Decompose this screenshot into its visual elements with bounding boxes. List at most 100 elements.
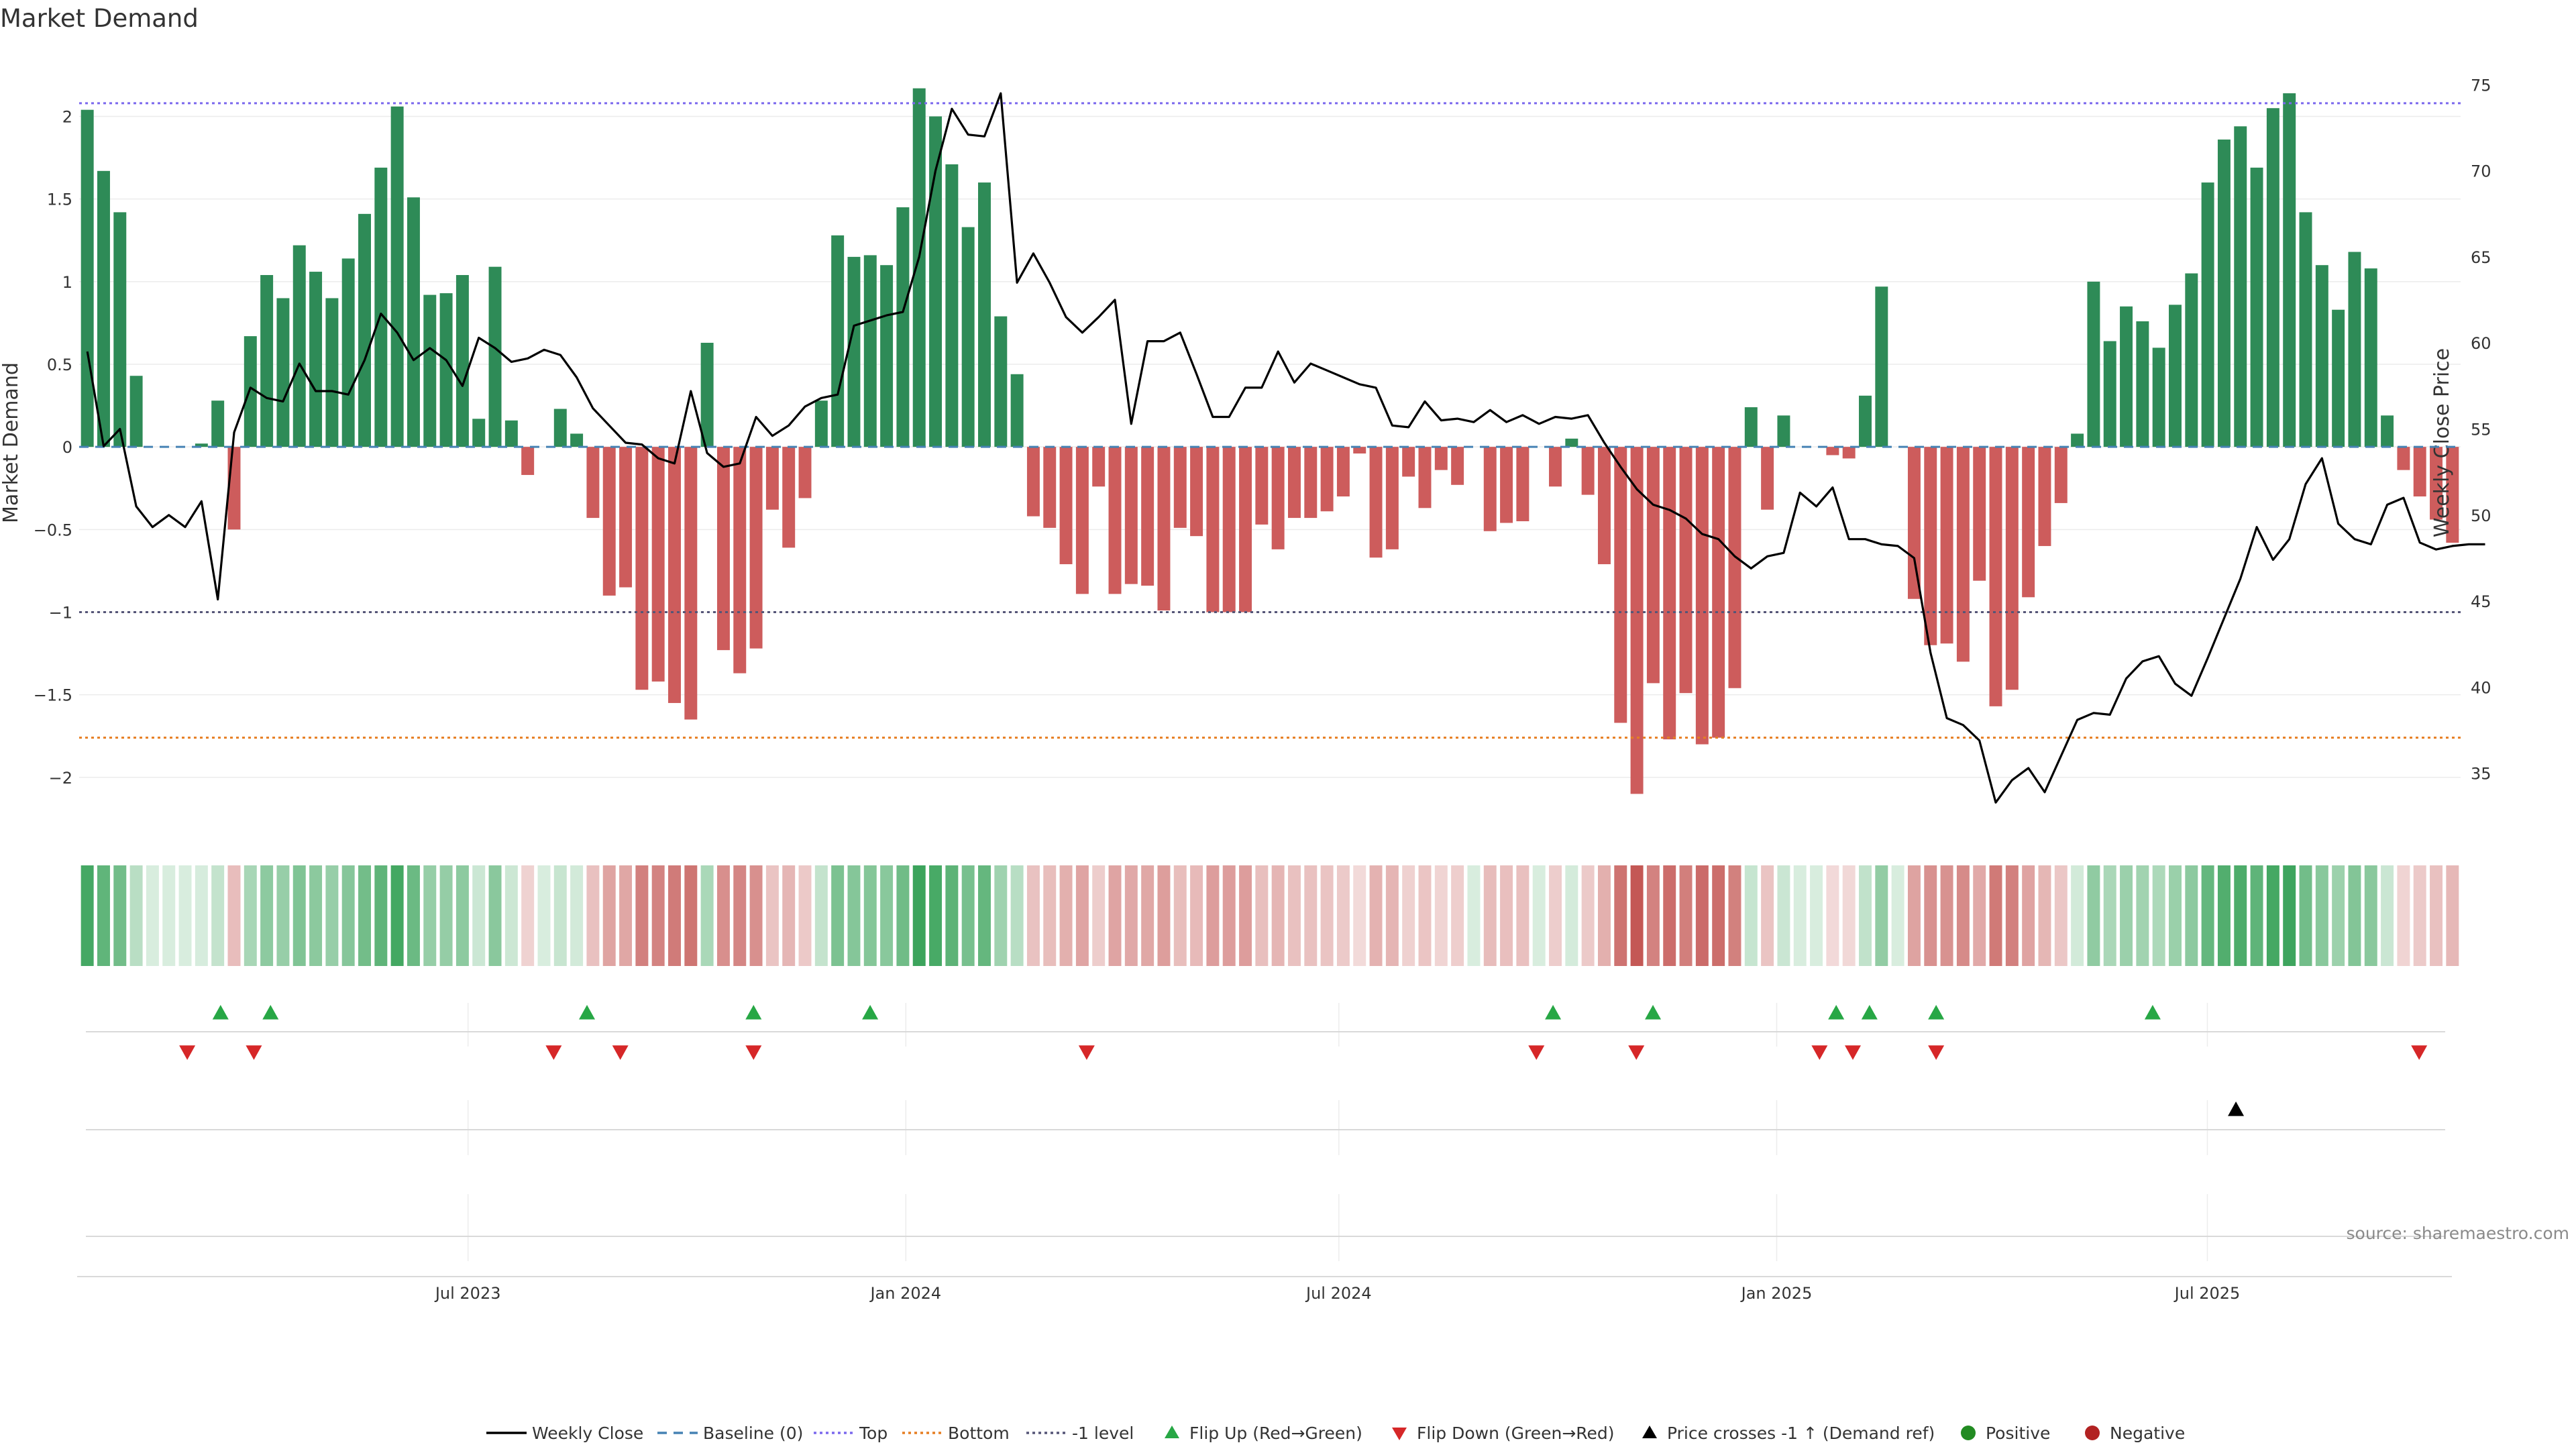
heat-strip-cell — [1157, 865, 1171, 966]
heat-strip-cell — [1973, 865, 1986, 966]
heat-strip-cell — [2266, 865, 2279, 966]
demand-bar — [586, 447, 600, 519]
heat-strip-cell — [733, 865, 747, 966]
legend-label: Positive — [1986, 1424, 2050, 1443]
y-tick-label: −0.5 — [34, 521, 72, 539]
demand-bar — [390, 106, 404, 447]
demand-heat-strip — [80, 865, 2459, 966]
heat-strip-cell — [2005, 865, 2019, 966]
heat-strip-cell — [1728, 865, 1741, 966]
heat-strip-cell — [978, 865, 991, 966]
demand-bar — [2054, 447, 2068, 503]
flip-up-marker — [212, 1005, 229, 1020]
heat-strip-cell — [798, 865, 812, 966]
heat-strip-cell — [2397, 865, 2410, 966]
heat-strip-cell — [1695, 865, 1709, 966]
demand-bar — [113, 212, 127, 447]
demand-bar — [1614, 447, 1627, 723]
heat-strip-cell — [1402, 865, 1415, 966]
heat-strip-cell — [2038, 865, 2051, 966]
heat-strip-cell — [1239, 865, 1252, 966]
demand-bar — [1059, 447, 1073, 565]
heat-strip-cell — [553, 865, 567, 966]
demand-bar — [1630, 447, 1644, 794]
demand-bar — [521, 447, 535, 476]
demand-bar — [1108, 447, 1122, 594]
heat-strip-cell — [1549, 865, 1562, 966]
demand-bar — [1597, 447, 1611, 565]
demand-bar — [961, 227, 975, 447]
heat-strip-cell — [1451, 865, 1464, 966]
heat-strip-cell — [2087, 865, 2100, 966]
demand-bar — [1418, 447, 1432, 508]
demand-bar — [553, 409, 567, 447]
demand-bar — [602, 447, 616, 596]
demand-bar — [1777, 415, 1790, 447]
heat-strip-cell — [1075, 865, 1089, 966]
heat-strip-cell — [1467, 865, 1481, 966]
heat-strip-cell — [619, 865, 633, 966]
demand-bar — [1646, 447, 1660, 684]
heat-strip-cell — [1206, 865, 1220, 966]
flip-up-marker — [1828, 1005, 1845, 1020]
heat-strip-cell — [847, 865, 861, 966]
demand-bar — [2005, 447, 2019, 690]
y-tick-label: 1 — [62, 273, 72, 292]
heat-strip-cell — [1369, 865, 1383, 966]
heat-strip-cell — [2430, 865, 2443, 966]
heat-strip-cell — [651, 865, 665, 966]
demand-bar — [472, 419, 486, 447]
demand-bar — [2332, 309, 2345, 447]
demand-bar — [1924, 447, 1937, 645]
heat-strip-cell — [945, 865, 959, 966]
demand-bar — [1500, 447, 1513, 523]
demand-bar — [716, 447, 730, 651]
demand-bar — [700, 342, 714, 447]
heat-strip-cell — [407, 865, 420, 966]
demand-bar — [1695, 447, 1709, 745]
legend-label: Flip Down (Green→Red) — [1417, 1424, 1615, 1443]
heat-strip-cell — [1940, 865, 1953, 966]
demand-bar — [2430, 447, 2443, 520]
heat-strip-cell — [2071, 865, 2084, 966]
heat-strip-cell — [684, 865, 698, 966]
demand-bar — [195, 443, 208, 447]
demand-bar — [831, 235, 845, 447]
heat-strip-cell — [1092, 865, 1106, 966]
heat-strip-cell — [374, 865, 388, 966]
demand-bar — [2446, 447, 2459, 543]
heat-strip-cell — [2234, 865, 2247, 966]
heat-strip-cell — [1581, 865, 1595, 966]
demand-bar — [2364, 268, 2377, 447]
legend-swatch — [2085, 1426, 2100, 1440]
heat-strip-cell — [1614, 865, 1627, 966]
heat-strip-cell — [1010, 865, 1024, 966]
legend-label: -1 level — [1072, 1424, 1134, 1443]
heat-strip-cell — [113, 865, 127, 966]
heat-strip-cell — [1108, 865, 1122, 966]
heat-strip-cell — [2250, 865, 2263, 966]
demand-bar — [2022, 447, 2035, 598]
demand-bar — [276, 298, 290, 447]
heat-strip-cell — [537, 865, 551, 966]
demand-bar — [1026, 447, 1040, 517]
heat-strip-cell — [863, 865, 877, 966]
demand-bar — [1483, 447, 1497, 531]
heat-strip-cell — [2413, 865, 2426, 966]
demand-bar — [570, 433, 584, 447]
heat-strip-cell — [1173, 865, 1187, 966]
flip-down-marker — [1528, 1045, 1545, 1060]
demand-bar — [1336, 447, 1350, 497]
heat-strip-cell — [2022, 865, 2035, 966]
demand-bar — [292, 245, 306, 447]
demand-bar — [1940, 447, 1953, 644]
heat-strip-cell — [178, 865, 192, 966]
heat-strip-cell — [2120, 865, 2133, 966]
demand-bar — [1043, 447, 1057, 528]
demand-bar — [1239, 447, 1252, 612]
heat-strip-cell — [1043, 865, 1057, 966]
y2-tick-label: 60 — [2471, 334, 2491, 353]
heat-strip-cell — [668, 865, 681, 966]
legend-swatch — [1392, 1428, 1407, 1440]
demand-bar — [1973, 447, 1986, 581]
